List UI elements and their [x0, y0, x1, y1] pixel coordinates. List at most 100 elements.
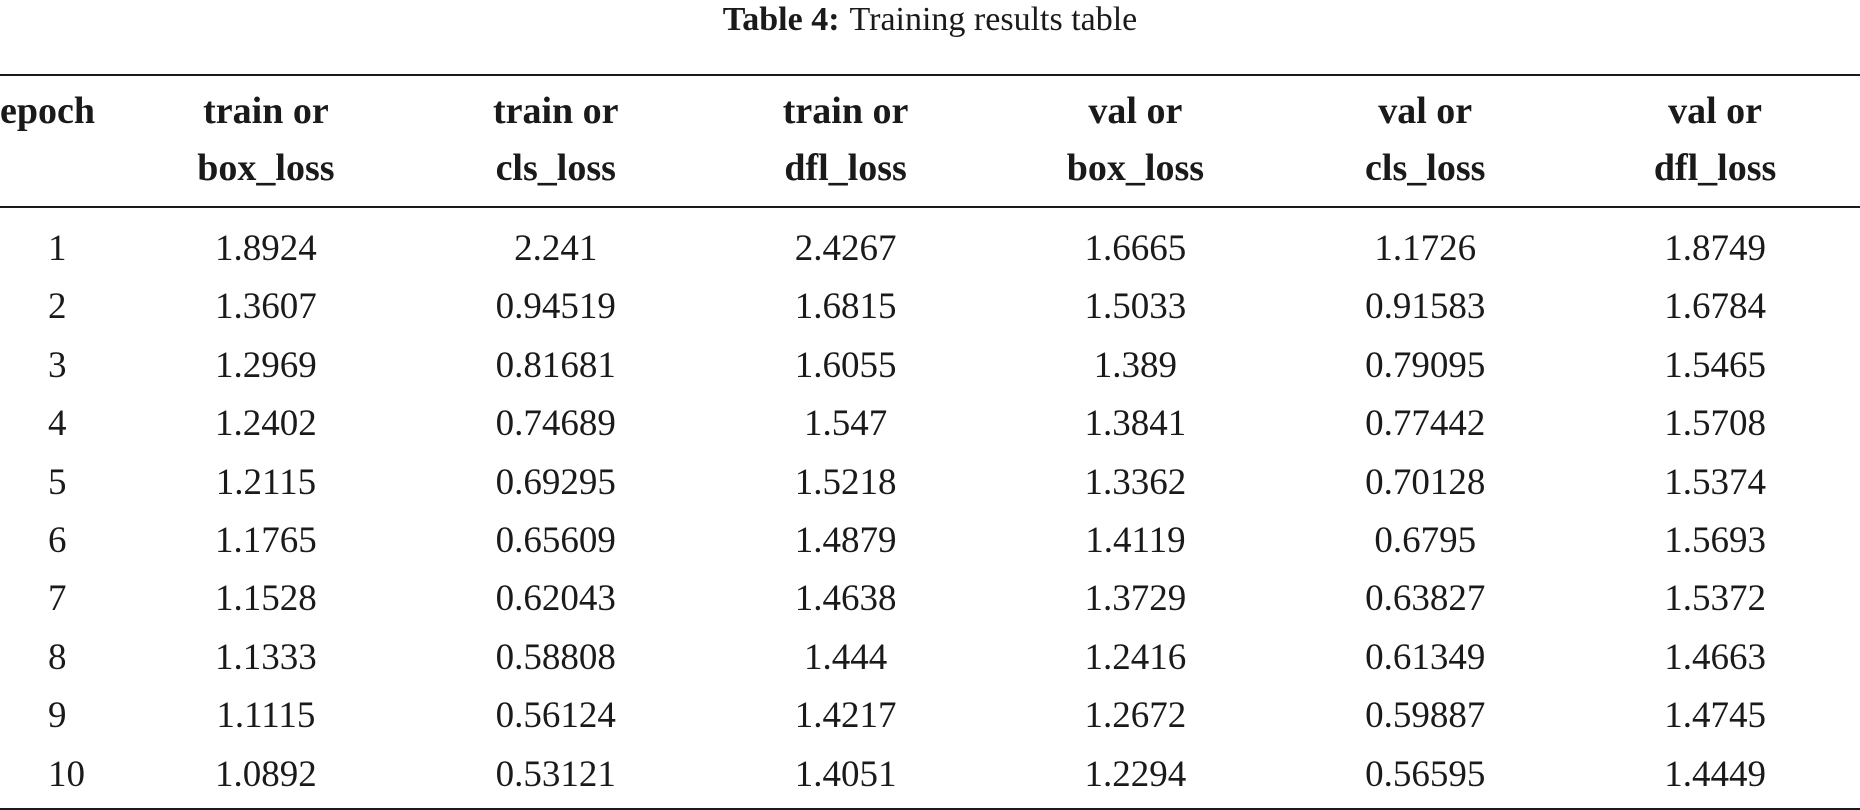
- epoch-cell: 10: [48, 753, 85, 795]
- value-cell: 1.4051: [794, 753, 897, 795]
- value-cell: 1.4879: [794, 520, 897, 562]
- value-cell: 1.6055: [794, 344, 897, 386]
- value-cell: 1.389: [1093, 344, 1178, 386]
- value-cell: 0.70128: [1365, 461, 1486, 503]
- caption-label: Table 4:: [722, 1, 840, 38]
- header-line2: cls_loss: [495, 147, 616, 189]
- value-cell: 1.4119: [1085, 520, 1186, 562]
- value-cell: 0.56124: [495, 695, 616, 737]
- value-cell: 1.444: [803, 636, 888, 678]
- table-row: 8 1.1333 0.58808 1.444 1.2416 0.61349 1.4663: [0, 629, 1860, 687]
- value-cell: 1.0892: [215, 753, 317, 795]
- value-cell: 1.5708: [1664, 403, 1766, 445]
- value-cell: 0.58808: [495, 636, 616, 678]
- epoch-cell: 3: [48, 344, 67, 386]
- header-line1: val or: [1668, 90, 1763, 132]
- epoch-cell: 5: [48, 461, 67, 503]
- value-cell: 1.1115: [216, 695, 316, 737]
- value-cell: 1.5693: [1664, 520, 1766, 562]
- epoch-cell: 2: [48, 286, 67, 328]
- value-cell: 1.547: [803, 403, 888, 445]
- table-row: 2 1.3607 0.94519 1.6815 1.5033 0.91583 1.6784: [0, 278, 1860, 336]
- value-cell: 1.8749: [1664, 228, 1766, 269]
- epoch-cell: 8: [48, 636, 67, 678]
- value-cell: 2.4267: [794, 228, 897, 269]
- header-val-cls-loss: val or cls_loss: [1280, 75, 1570, 207]
- value-cell: 1.2294: [1084, 753, 1187, 795]
- value-cell: 0.53121: [495, 753, 616, 795]
- value-cell: 1.5374: [1664, 461, 1766, 503]
- table-row: 1 1.8924 2.241 2.4267 1.6665 1.1726 1.8749: [0, 207, 1860, 278]
- value-cell: 1.5372: [1664, 578, 1766, 620]
- value-cell: 1.5033: [1084, 286, 1187, 328]
- table-row: 3 1.2969 0.81681 1.6055 1.389 0.79095 1.5465: [0, 337, 1860, 395]
- value-cell: 1.3841: [1084, 403, 1187, 445]
- value-cell: 0.62043: [495, 578, 616, 620]
- table-header: epoch train or box_loss train or cls_los…: [0, 75, 1860, 207]
- header-epoch-label: epoch: [0, 90, 95, 132]
- value-cell: 0.59887: [1365, 695, 1486, 737]
- value-cell: 1.6665: [1084, 228, 1187, 269]
- header-line1: train or: [203, 90, 329, 132]
- header-train-box-loss: train or box_loss: [121, 75, 411, 207]
- caption-text: Training results table: [849, 1, 1138, 38]
- value-cell: 1.1333: [215, 636, 317, 678]
- value-cell: 0.79095: [1365, 344, 1486, 386]
- value-cell: 1.1726: [1374, 228, 1477, 269]
- header-line1: val or: [1088, 90, 1183, 132]
- value-cell: 0.91583: [1365, 286, 1486, 328]
- epoch-cell: 9: [48, 695, 67, 737]
- value-cell: 1.5218: [794, 461, 897, 503]
- header-val-box-loss: val or box_loss: [990, 75, 1280, 207]
- table-row: 10 1.0892 0.53121 1.4051 1.2294 0.56595 1.4449: [0, 746, 1860, 810]
- header-train-cls-loss: train or cls_loss: [411, 75, 701, 207]
- epoch-cell: 1: [48, 228, 67, 269]
- value-cell: 1.4745: [1664, 695, 1766, 737]
- value-cell: 1.3607: [215, 286, 317, 328]
- value-cell: 0.81681: [495, 344, 616, 386]
- table-caption: Table 4: Training results table: [0, 0, 1860, 40]
- value-cell: 0.61349: [1365, 636, 1486, 678]
- value-cell: 0.74689: [495, 403, 616, 445]
- value-cell: 1.1528: [215, 578, 317, 620]
- training-results-table: epoch train or box_loss train or cls_los…: [0, 74, 1860, 810]
- epoch-cell: 6: [48, 520, 67, 562]
- value-cell: 0.56595: [1365, 753, 1486, 795]
- value-cell: 0.77442: [1365, 403, 1486, 445]
- header-row: epoch train or box_loss train or cls_los…: [0, 75, 1860, 207]
- value-cell: 1.2402: [215, 403, 317, 445]
- header-val-dfl-loss: val or dfl_loss: [1570, 75, 1860, 207]
- table-row: 6 1.1765 0.65609 1.4879 1.4119 0.6795 1.5693: [0, 512, 1860, 570]
- header-epoch: epoch: [0, 75, 121, 207]
- value-cell: 0.6795: [1374, 520, 1477, 562]
- value-cell: 1.4663: [1664, 636, 1766, 678]
- header-line2: box_loss: [197, 147, 335, 189]
- value-cell: 1.2416: [1084, 636, 1187, 678]
- value-cell: 1.3729: [1084, 578, 1187, 620]
- value-cell: 1.8924: [215, 228, 317, 269]
- value-cell: 2.241: [514, 228, 598, 269]
- value-cell: 0.63827: [1365, 578, 1486, 620]
- value-cell: 1.6815: [794, 286, 897, 328]
- table-body: 1 1.8924 2.241 2.4267 1.6665 1.1726 1.8749 2 1.3…: [0, 207, 1860, 810]
- header-line1: val or: [1378, 90, 1473, 132]
- value-cell: 1.2672: [1084, 695, 1187, 737]
- header-line2: box_loss: [1066, 147, 1205, 189]
- value-cell: 1.4638: [794, 578, 897, 620]
- table-row: 7 1.1528 0.62043 1.4638 1.3729 0.63827 1.5372: [0, 570, 1860, 628]
- value-cell: 1.4217: [794, 695, 897, 737]
- header-line2: cls_loss: [1365, 147, 1486, 189]
- value-cell: 0.94519: [495, 286, 616, 328]
- value-cell: 1.1765: [215, 520, 317, 562]
- value-cell: 0.69295: [495, 461, 616, 503]
- header-train-dfl-loss: train or dfl_loss: [701, 75, 991, 207]
- epoch-cell: 4: [48, 403, 67, 445]
- table-row: 9 1.1115 0.56124 1.4217 1.2672 0.59887 1.4745: [0, 687, 1860, 745]
- value-cell: 0.65609: [495, 520, 616, 562]
- value-cell: 1.4449: [1664, 753, 1766, 795]
- header-line2: dfl_loss: [1653, 147, 1777, 189]
- header-line1: train or: [782, 90, 909, 132]
- table-row: 5 1.2115 0.69295 1.5218 1.3362 0.70128 1.5374: [0, 454, 1860, 512]
- value-cell: 1.5465: [1664, 344, 1766, 386]
- value-cell: 1.6784: [1664, 286, 1766, 328]
